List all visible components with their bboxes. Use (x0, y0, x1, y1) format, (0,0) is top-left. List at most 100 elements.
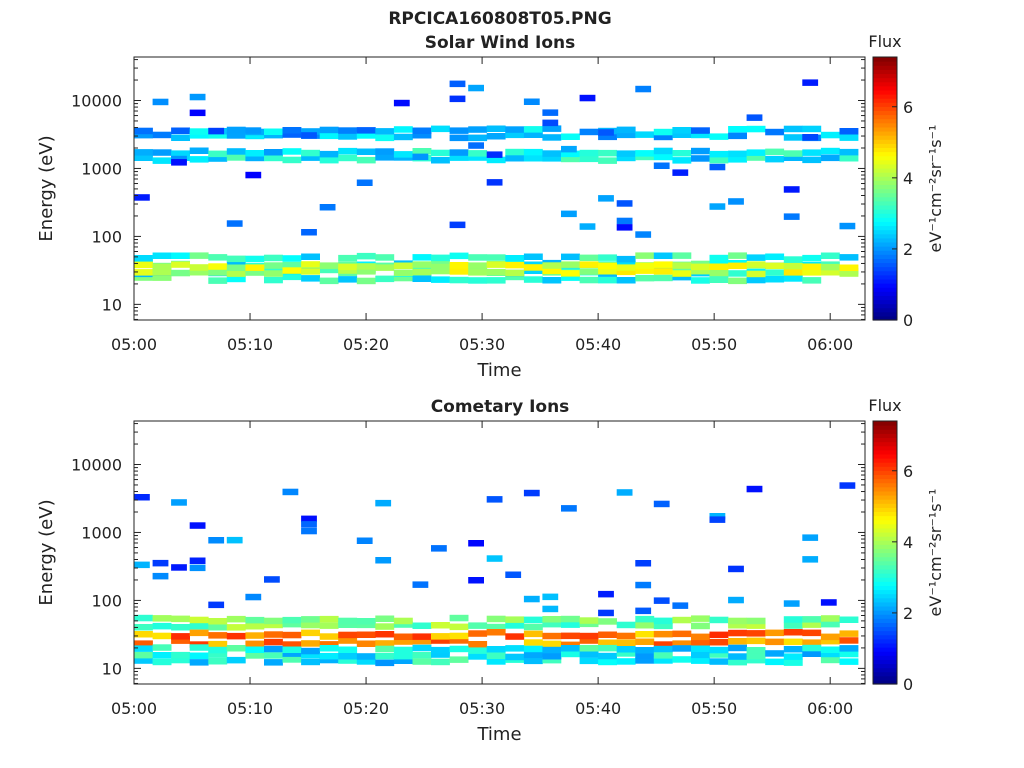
heatmap-cell (542, 150, 562, 157)
heatmap-cell (171, 261, 190, 268)
heatmap-cell (635, 638, 655, 645)
heatmap-cell (412, 148, 432, 155)
heatmap-cell (134, 494, 150, 501)
heatmap-cell (393, 269, 413, 276)
heatmap-cell (523, 267, 543, 274)
heatmap-cell (709, 269, 729, 277)
colorbar-segment (873, 581, 897, 586)
heatmap-cell (542, 656, 562, 664)
heatmap-cell (542, 632, 562, 640)
heatmap-cell (301, 229, 317, 236)
heatmap-cell (746, 630, 766, 637)
heatmap-cell (319, 204, 336, 211)
heatmap-cell (542, 119, 559, 127)
heatmap-cell (486, 277, 506, 284)
heatmap-cell (301, 253, 320, 260)
heatmap-cell (486, 652, 506, 659)
colorbar-segment (873, 675, 897, 681)
heatmap-cell (356, 621, 376, 629)
heatmap-cell (431, 157, 450, 164)
heatmap-cell (765, 155, 785, 163)
heatmap-cell (598, 262, 617, 269)
colorbar-tick-label: 2 (903, 240, 913, 259)
heatmap-cell (635, 581, 652, 589)
heatmap-cell (616, 224, 633, 231)
colorbar-segment (873, 503, 897, 508)
heatmap-cell (561, 155, 580, 163)
heatmap-cell (765, 629, 785, 637)
heatmap-cell (301, 651, 320, 659)
heatmap-cell (523, 616, 543, 624)
colorbar-segment (873, 246, 897, 251)
heatmap-cell (746, 622, 766, 629)
colorbar-segment (873, 151, 897, 157)
x-axis-label: Time (476, 724, 521, 745)
heatmap-cell (282, 650, 302, 657)
colorbar-segment (873, 122, 897, 128)
heatmap-cell (579, 254, 599, 262)
heatmap-cell (579, 94, 596, 102)
colorbar-segment (873, 564, 897, 570)
colorbar-segment (873, 307, 897, 313)
colorbar-unit-label: eV⁻¹cm⁻²sr⁻¹s⁻¹ (926, 125, 945, 253)
heatmap-cell (356, 537, 373, 544)
heatmap-cell (783, 646, 803, 653)
heatmap-cell (542, 155, 562, 162)
heatmap-cell (393, 274, 413, 282)
heatmap-cell (264, 652, 283, 659)
colorbar-segment (873, 601, 897, 607)
heatmap-cell (134, 651, 153, 659)
heatmap-cell (505, 645, 525, 652)
heatmap-cell (709, 513, 726, 520)
heatmap-cell (282, 261, 302, 269)
heatmap-cell (691, 131, 710, 139)
colorbar-tick-label: 0 (903, 675, 913, 694)
heatmap-cell (449, 623, 469, 631)
heatmap-cell (264, 638, 283, 646)
heatmap-cell (542, 125, 562, 132)
heatmap-cell (746, 485, 763, 493)
heatmap-cell (226, 148, 246, 155)
heatmap-cell (338, 127, 358, 134)
heatmap-cell (226, 632, 246, 640)
heatmap-cell (839, 254, 859, 261)
heatmap-cell (449, 632, 469, 640)
heatmap-cell (338, 621, 358, 628)
heatmap-cell (653, 252, 673, 259)
heatmap-cell (635, 274, 655, 282)
heatmap-cell (393, 621, 413, 628)
heatmap-cell (820, 656, 840, 664)
y-tick-label: 100 (91, 227, 122, 246)
colorbar-segment (873, 315, 897, 321)
heatmap-cell (319, 656, 339, 664)
heatmap-cell (542, 277, 562, 284)
heatmap-cell (616, 489, 633, 496)
heatmap-cell (264, 149, 283, 156)
heatmap-cell (709, 254, 729, 262)
colorbar-segment (873, 221, 897, 227)
heatmap-cell (709, 150, 729, 158)
heatmap-cell (264, 631, 283, 638)
heatmap-cell (152, 252, 172, 259)
heatmap-cell (134, 261, 153, 269)
heatmap-cell (542, 109, 559, 116)
heatmap-cell (802, 621, 822, 628)
colorbar-segment (873, 597, 897, 603)
heatmap-cell (282, 156, 302, 164)
heatmap-cell (765, 658, 785, 666)
heatmap-cell (226, 126, 246, 134)
heatmap-cell (561, 150, 580, 158)
heatmap-cell (746, 154, 766, 161)
heatmap-cell (152, 149, 172, 156)
heatmap-cell (468, 622, 488, 629)
heatmap-cell (393, 262, 413, 269)
heatmap-cell (672, 127, 692, 134)
colorbar-segment (873, 163, 897, 169)
heatmap-cell (616, 261, 636, 268)
heatmap-cell (468, 134, 488, 142)
heatmap-cell (598, 129, 614, 136)
heatmap-cell (653, 657, 673, 664)
colorbar-segment (873, 585, 897, 591)
heatmap-cell (375, 557, 392, 564)
heatmap-cell (783, 154, 803, 161)
